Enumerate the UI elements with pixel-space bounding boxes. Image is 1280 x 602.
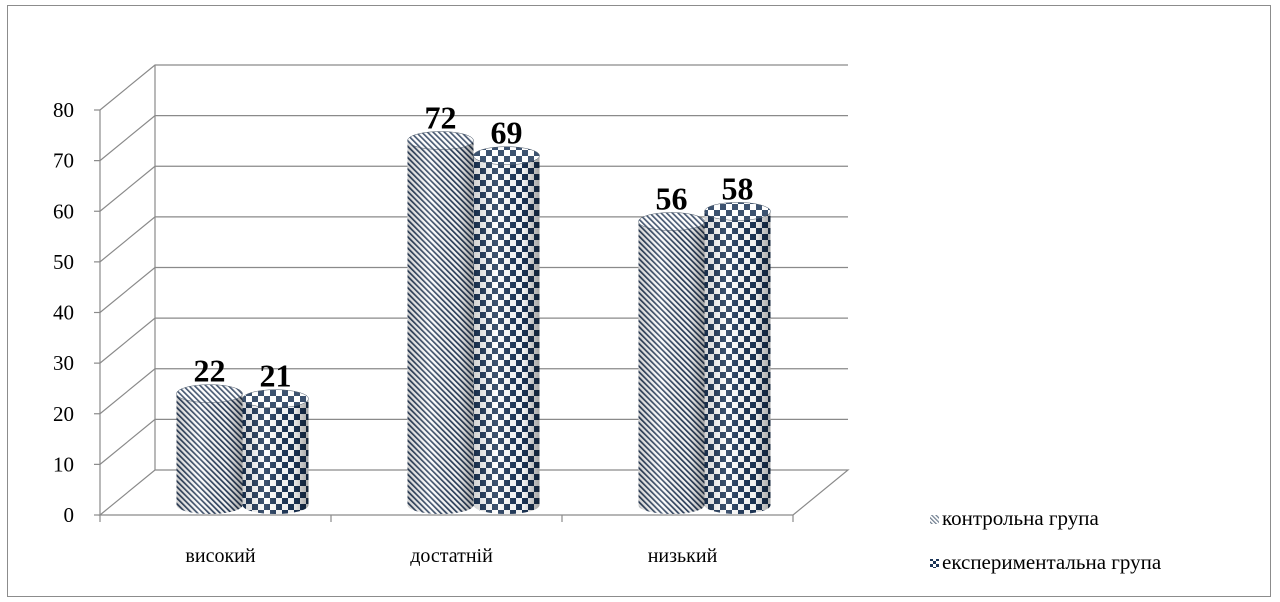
bar	[407, 131, 474, 514]
bar	[242, 389, 309, 514]
legend-label: експериментальна група	[942, 550, 1162, 574]
y-tick-label: 60	[53, 199, 74, 223]
category-label: низький	[648, 545, 718, 567]
bar	[473, 146, 540, 514]
bar-layer	[176, 131, 771, 514]
axis-layer: 0 10 20 30 40 50 60 70 80	[53, 65, 850, 527]
category-label: високий	[185, 545, 255, 567]
y-tick-label: 20	[53, 402, 74, 426]
data-label: 69	[491, 115, 523, 151]
label-layer: високий достатній низький 22 72 56 21 69 58	[185, 100, 753, 568]
category-label: достатній	[410, 545, 493, 567]
data-label: 58	[722, 170, 754, 206]
data-label: 22	[194, 353, 226, 389]
legend-label: контрольна група	[942, 506, 1099, 530]
y-tick-label: 10	[53, 452, 74, 476]
bar	[704, 202, 771, 514]
y-tick-label: 30	[53, 351, 74, 375]
bar	[176, 384, 243, 514]
legend: контрольна група експериментальна група	[930, 506, 1162, 574]
y-tick-label: 70	[53, 149, 74, 173]
y-tick-label: 0	[64, 503, 75, 527]
gridline	[99, 64, 848, 111]
legend-swatch	[930, 559, 939, 568]
bar	[638, 212, 705, 514]
data-label: 56	[656, 181, 688, 217]
y-tick-label: 80	[53, 98, 74, 122]
data-label: 72	[425, 100, 457, 136]
y-tick-label: 50	[53, 250, 74, 274]
legend-swatch	[930, 515, 939, 524]
data-label: 21	[260, 358, 292, 394]
y-tick-label: 40	[53, 301, 74, 325]
